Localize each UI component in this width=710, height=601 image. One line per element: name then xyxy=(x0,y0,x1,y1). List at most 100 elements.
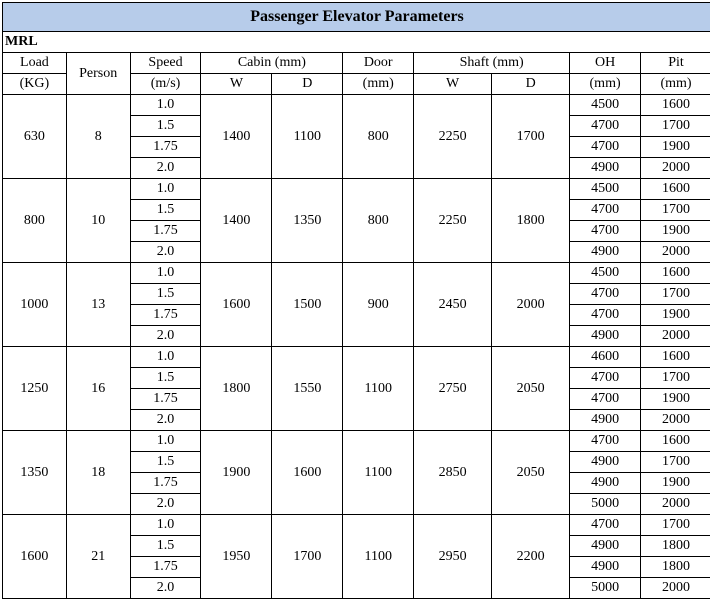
cell-speed: 1.0 xyxy=(130,515,201,536)
cell-speed: 1.5 xyxy=(130,284,201,305)
cell-oh: 4700 xyxy=(570,116,641,137)
cell-oh: 4700 xyxy=(570,284,641,305)
cell-speed: 2.0 xyxy=(130,578,201,599)
table-header: Load Person Speed Cabin (mm) Door Shaft … xyxy=(3,53,710,95)
cell-oh: 4700 xyxy=(570,368,641,389)
table-row: 63081.0140011008002250170045001600 xyxy=(3,95,710,116)
cell-door: 1100 xyxy=(343,347,414,431)
cell-door: 800 xyxy=(343,95,414,179)
cell-oh: 4500 xyxy=(570,95,641,116)
cell-oh: 4700 xyxy=(570,431,641,452)
cell-cabin-d: 1350 xyxy=(272,179,343,263)
table-row: 1250161.01800155011002750205046001600 xyxy=(3,347,710,368)
cell-oh: 4900 xyxy=(570,452,641,473)
cell-speed: 1.0 xyxy=(130,95,201,116)
cell-shaft-d: 1800 xyxy=(492,179,570,263)
cell-oh: 4700 xyxy=(570,515,641,536)
cell-oh: 4900 xyxy=(570,557,641,578)
cell-shaft-w: 2250 xyxy=(414,95,492,179)
cell-speed: 2.0 xyxy=(130,410,201,431)
cell-pit: 1800 xyxy=(641,557,710,578)
cell-load: 630 xyxy=(3,95,67,179)
cell-cabin-w: 1950 xyxy=(201,515,272,599)
cell-pit: 1700 xyxy=(641,515,710,536)
cell-cabin-d: 1600 xyxy=(272,431,343,515)
cell-oh: 4900 xyxy=(570,536,641,557)
cell-shaft-d: 2200 xyxy=(492,515,570,599)
cell-cabin-w: 1400 xyxy=(201,179,272,263)
cell-pit: 2000 xyxy=(641,578,710,599)
cell-shaft-d: 2050 xyxy=(492,431,570,515)
cell-pit: 1600 xyxy=(641,179,710,200)
cell-speed: 1.0 xyxy=(130,347,201,368)
cell-pit: 1800 xyxy=(641,536,710,557)
cell-speed: 1.0 xyxy=(130,431,201,452)
cell-shaft-w: 2850 xyxy=(414,431,492,515)
table-row: 1350181.01900160011002850205047001600 xyxy=(3,431,710,452)
cell-shaft-d: 1700 xyxy=(492,95,570,179)
cell-cabin-w: 1900 xyxy=(201,431,272,515)
cell-cabin-d: 1500 xyxy=(272,263,343,347)
header-speed-sub: (m/s) xyxy=(130,74,201,95)
cell-load: 1600 xyxy=(3,515,67,599)
cell-speed: 1.5 xyxy=(130,116,201,137)
cell-oh: 4500 xyxy=(570,179,641,200)
header-speed-top: Speed xyxy=(130,53,201,74)
table-row: 1600211.01950170011002950220047001700 xyxy=(3,515,710,536)
header-load-top: Load xyxy=(3,53,67,74)
header-shaft-w: W xyxy=(414,74,492,95)
cell-pit: 1700 xyxy=(641,452,710,473)
cell-shaft-w: 2750 xyxy=(414,347,492,431)
cell-pit: 2000 xyxy=(641,494,710,515)
header-load-sub: (KG) xyxy=(3,74,67,95)
cell-pit: 1900 xyxy=(641,137,710,158)
cell-person: 21 xyxy=(66,515,130,599)
header-door-top: Door xyxy=(343,53,414,74)
cell-door: 900 xyxy=(343,263,414,347)
cell-person: 13 xyxy=(66,263,130,347)
cell-cabin-w: 1800 xyxy=(201,347,272,431)
cell-person: 8 xyxy=(66,95,130,179)
cell-speed: 2.0 xyxy=(130,494,201,515)
cell-oh: 5000 xyxy=(570,578,641,599)
table-body: 63081.01400110080022501700450016001.5470… xyxy=(3,95,710,599)
cell-oh: 5000 xyxy=(570,494,641,515)
cell-load: 1350 xyxy=(3,431,67,515)
table-row: 1000131.0160015009002450200045001600 xyxy=(3,263,710,284)
cell-pit: 1900 xyxy=(641,305,710,326)
cell-load: 1250 xyxy=(3,347,67,431)
cell-speed: 1.75 xyxy=(130,473,201,494)
header-cabin-d: D xyxy=(272,74,343,95)
cell-speed: 1.0 xyxy=(130,263,201,284)
cell-pit: 2000 xyxy=(641,158,710,179)
cell-cabin-w: 1400 xyxy=(201,95,272,179)
cell-pit: 1600 xyxy=(641,263,710,284)
cell-speed: 2.0 xyxy=(130,158,201,179)
cell-pit: 2000 xyxy=(641,410,710,431)
cell-speed: 1.0 xyxy=(130,179,201,200)
cell-shaft-w: 2450 xyxy=(414,263,492,347)
cell-shaft-w: 2250 xyxy=(414,179,492,263)
cell-pit: 1600 xyxy=(641,95,710,116)
cell-door: 1100 xyxy=(343,431,414,515)
table-row: 800101.0140013508002250180045001600 xyxy=(3,179,710,200)
cell-pit: 1700 xyxy=(641,116,710,137)
cell-pit: 1700 xyxy=(641,284,710,305)
cell-oh: 4700 xyxy=(570,200,641,221)
cell-cabin-d: 1100 xyxy=(272,95,343,179)
cell-cabin-d: 1700 xyxy=(272,515,343,599)
header-oh-sub: (mm) xyxy=(570,74,641,95)
cell-load: 800 xyxy=(3,179,67,263)
cell-person: 18 xyxy=(66,431,130,515)
cell-shaft-d: 2050 xyxy=(492,347,570,431)
cell-load: 1000 xyxy=(3,263,67,347)
cell-oh: 4900 xyxy=(570,158,641,179)
page-title: Passenger Elevator Parameters xyxy=(2,2,710,32)
cell-door: 800 xyxy=(343,179,414,263)
parameters-table: Load Person Speed Cabin (mm) Door Shaft … xyxy=(2,52,710,599)
cell-oh: 4900 xyxy=(570,326,641,347)
cell-speed: 1.75 xyxy=(130,557,201,578)
cell-door: 1100 xyxy=(343,515,414,599)
cell-pit: 1700 xyxy=(641,200,710,221)
cell-speed: 2.0 xyxy=(130,242,201,263)
